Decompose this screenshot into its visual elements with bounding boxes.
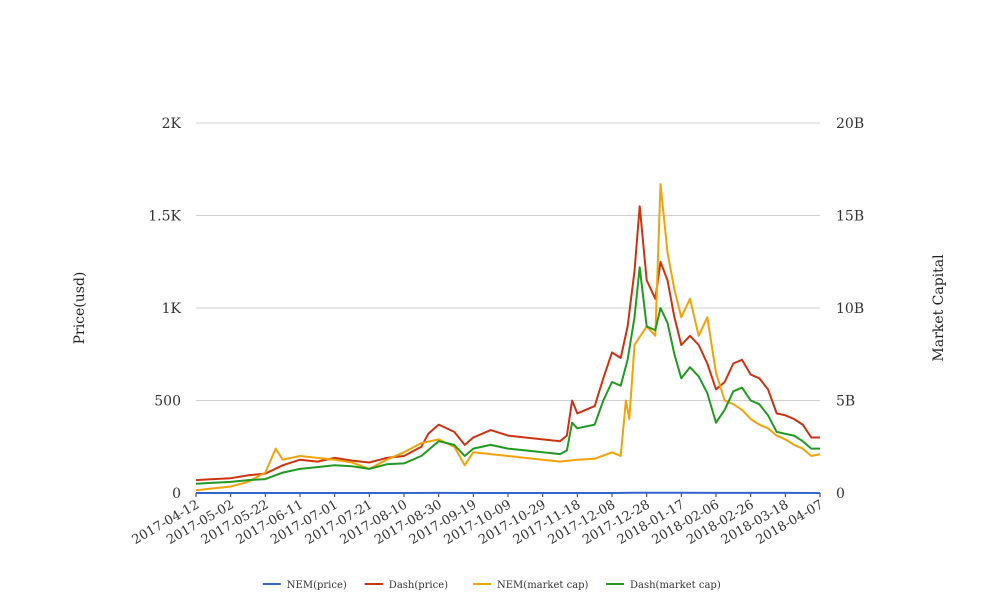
right-tick-label: 10B — [836, 301, 864, 317]
legend-label: NEM(price) — [287, 580, 347, 591]
series-line — [195, 205, 820, 482]
right-tick-label: 0 — [836, 486, 845, 502]
grid-lines — [196, 122, 820, 401]
left-tick-label: 2K — [162, 116, 182, 132]
left-axis-title: Price(usd) — [72, 272, 88, 345]
legend-label: Dash(market cap) — [630, 580, 721, 591]
legend-item: Dash(price) — [364, 580, 448, 591]
legend-item: NEM(market cap) — [473, 580, 589, 591]
legend-label: NEM(market cap) — [497, 580, 589, 591]
left-tick-label: 500 — [154, 394, 181, 410]
right-axis-ticks: 0 5B 10B 15B 20B — [836, 116, 864, 502]
legend: NEM(price) Dash(price) NEM(market cap) Dash… — [262, 580, 721, 591]
legend-item: NEM(price) — [262, 580, 347, 591]
left-tick-label: 1.5K — [148, 209, 181, 225]
right-axis-title: Market Capital — [931, 254, 947, 362]
legend-item: Dash(market cap) — [606, 580, 721, 591]
x-axis-ticks: 2017-04-122017-05-022017-05-222017-06-11… — [130, 493, 826, 548]
left-tick-label: 1K — [162, 301, 182, 317]
series-line — [195, 266, 820, 485]
series-lines — [195, 183, 821, 494]
series-line — [195, 183, 821, 492]
left-axis-ticks: 0 500 1K 1.5K 2K — [148, 116, 181, 502]
right-tick-label: 15B — [836, 209, 864, 225]
left-tick-label: 0 — [172, 486, 181, 502]
right-tick-label: 20B — [836, 116, 864, 132]
right-tick-label: 5B — [836, 394, 855, 410]
legend-label: Dash(price) — [389, 580, 448, 591]
